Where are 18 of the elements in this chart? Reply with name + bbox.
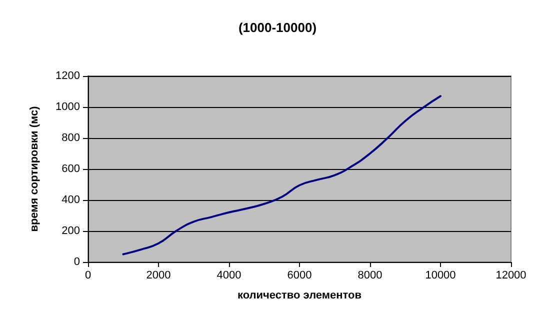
x-tick-label: 2000 [146,270,171,282]
y-tick-label: 1000 [56,101,80,113]
y-tick-label: 800 [62,132,80,144]
x-axis-title: количество элементов [237,290,362,302]
y-tick-label: 0 [74,256,80,268]
x-tick-label: 6000 [287,270,312,282]
line-series [122,95,442,256]
x-tick-label: 8000 [358,270,382,282]
x-tick-label: 4000 [216,270,242,282]
y-tick-label: 1200 [56,70,80,82]
x-tick-label: 0 [84,270,92,282]
chart-title: (1000-10000) [238,20,317,35]
x-tick-label: 10000 [425,270,456,282]
y-axis-title: время сортировки (мс) [28,106,40,232]
y-tick-label: 600 [62,163,80,175]
y-tick-label: 200 [62,225,80,237]
x-tick-label: 12000 [496,270,526,282]
y-tick-label: 400 [62,194,80,206]
